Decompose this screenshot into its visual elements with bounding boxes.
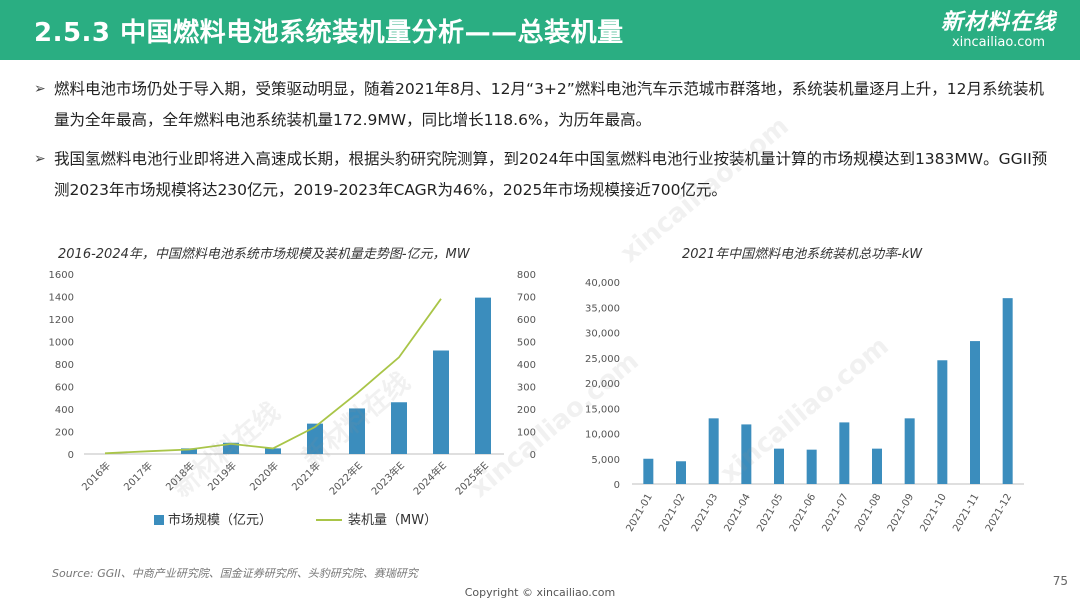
x-tick-label: 2025年E: [452, 459, 491, 498]
y-tick-label: 800: [55, 360, 74, 371]
y-tick-label: 10,000: [585, 430, 620, 441]
y-tick-label: 600: [55, 383, 74, 394]
x-tick-label: 2021-10: [919, 492, 949, 534]
bar: [806, 449, 817, 484]
bullet-item: ➢ 我国氢燃料电池行业即将进入高速成长期，根据头豹研究院测算，到2024年中国氢…: [34, 144, 1054, 206]
line-series: [104, 298, 442, 455]
x-tick-label: 2018年: [163, 459, 197, 493]
x-tick-label: 2021-01: [625, 492, 655, 534]
y-tick-label: 400: [55, 405, 74, 416]
x-tick-label: 2021年: [289, 459, 323, 493]
x-tick-label: 2021-04: [723, 492, 753, 534]
y-tick-label: 35,000: [585, 303, 620, 314]
bar: [708, 418, 719, 484]
x-tick-label: 2021-02: [657, 492, 687, 534]
y-tick-label: 1200: [49, 315, 74, 326]
bar: [1002, 298, 1013, 484]
bar: [181, 448, 197, 454]
y-tick-label: 40,000: [585, 278, 620, 289]
x-tick-label: 2021-03: [690, 492, 720, 534]
brand-url: xincailiao.com: [951, 35, 1046, 50]
bar: [774, 448, 784, 484]
page-title: 2.5.3 中国燃料电池系统装机量分析——总装机量: [34, 18, 624, 48]
bullet-text: 燃料电池市场仍处于导入期，受策驱动明显，随着2021年8月、12月“3+2”燃料…: [54, 80, 1045, 129]
x-tick-label: 2019年: [205, 459, 239, 493]
x-tick-label: 2023年E: [368, 459, 407, 498]
y2-tick-label: 800: [517, 270, 536, 281]
y2-tick-label: 600: [517, 315, 536, 326]
x-tick-label: 2021-07: [821, 492, 851, 534]
x-tick-label: 2022年E: [326, 459, 365, 498]
bar: [839, 422, 850, 484]
y2-tick-label: 500: [517, 338, 536, 349]
y-tick-label: 0: [614, 480, 620, 491]
y-tick-label: 15,000: [585, 404, 620, 415]
bullet-item: ➢ 燃料电池市场仍处于导入期，受策驱动明显，随着2021年8月、12月“3+2”…: [34, 74, 1054, 136]
bullet-list: ➢ 燃料电池市场仍处于导入期，受策驱动明显，随着2021年8月、12月“3+2”…: [34, 74, 1054, 214]
bar: [872, 448, 882, 484]
bar: [937, 360, 948, 484]
bar: [970, 341, 980, 484]
header-bar: 2.5.3 中国燃料电池系统装机量分析——总装机量 新材料在线 xincaili…: [0, 0, 1080, 60]
bar: [741, 424, 752, 484]
chart-monthly-power: 0 5,000 10,000 15,000 20,000 25,000 30,000 35,0…: [585, 278, 1024, 534]
y-tick-label: 20,000: [585, 379, 620, 390]
y-tick-label: 25,000: [585, 354, 620, 365]
bar: [307, 423, 323, 454]
bullet-text: 我国氢燃料电池行业即将进入高速成长期，根据头豹研究院测算，到2024年中国氢燃料…: [54, 150, 1048, 199]
bar: [391, 402, 407, 454]
bar: [349, 408, 365, 454]
brand-logo: 新材料在线 xincailiao.com: [941, 10, 1056, 50]
arrow-right-icon: ➢: [34, 151, 46, 167]
legend-line-label: 装机量（MW）: [348, 513, 437, 528]
bar: [643, 458, 654, 484]
bar: [223, 442, 239, 454]
copyright: Copyright © xincailiao.com: [464, 586, 616, 599]
legend-bar-swatch: [154, 515, 164, 525]
x-tick-label: 2021-06: [788, 492, 818, 534]
y-tick-label: 1600: [49, 270, 74, 281]
y-tick-label: 1400: [49, 293, 74, 304]
brand-name: 新材料在线: [940, 10, 1056, 35]
y2-tick-label: 700: [517, 293, 536, 304]
y-tick-label: 30,000: [585, 329, 620, 340]
y-tick-label: 1000: [49, 338, 74, 349]
x-tick-label: 2017年: [121, 459, 155, 493]
bar: [475, 297, 491, 454]
x-tick-label: 2020年: [247, 459, 281, 493]
y-tick-label: 0: [68, 450, 74, 461]
x-tick-label: 2021-09: [886, 492, 916, 534]
y-tick-label: 200: [55, 428, 74, 439]
y-tick-label: 5,000: [591, 455, 620, 466]
bar: [904, 418, 915, 484]
chart-market-size: 0 200 400 600 800 1000 1200 1400 1600 0 100 200 300 4…: [49, 270, 536, 528]
x-tick-label: 2024年E: [410, 459, 449, 498]
chart2-title: 2021年中国燃料电池系统装机总功率-kW: [682, 247, 923, 262]
y2-tick-label: 200: [517, 405, 536, 416]
chart1-title: 2016-2024年，中国燃料电池系统市场规模及装机量走势图-亿元，MW: [58, 247, 470, 262]
bar: [676, 461, 686, 484]
x-tick-label: 2021-08: [853, 492, 883, 534]
legend-bar-label: 市场规模（亿元）: [168, 512, 272, 528]
x-tick-label: 2021-05: [755, 492, 785, 534]
page-number: 75: [1052, 574, 1068, 588]
x-tick-label: 2016年: [79, 459, 113, 493]
y2-tick-label: 400: [517, 360, 536, 371]
y2-tick-label: 300: [517, 383, 536, 394]
source-note: Source: GGII、中商产业研究院、国金证券研究所、头豹研究院、赛瑞研究: [52, 567, 418, 580]
bar: [433, 350, 449, 454]
arrow-right-icon: ➢: [34, 81, 46, 97]
x-tick-label: 2021-11: [951, 492, 981, 534]
bar: [265, 448, 281, 454]
y2-tick-label: 100: [517, 428, 536, 439]
y2-tick-label: 0: [530, 450, 536, 461]
x-tick-label: 2021-12: [984, 492, 1014, 534]
